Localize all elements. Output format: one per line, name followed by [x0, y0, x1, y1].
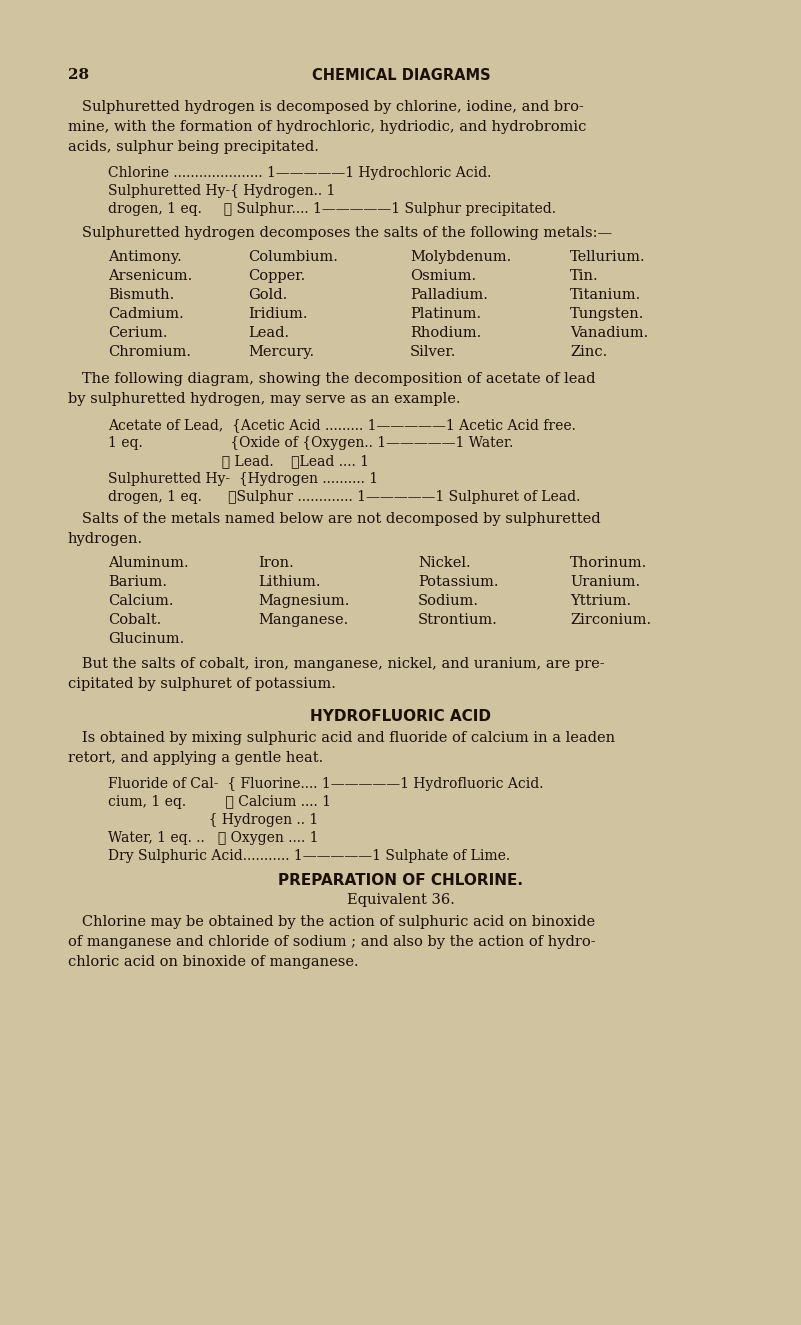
Text: Copper.: Copper. [248, 269, 305, 284]
Text: Aluminum.: Aluminum. [108, 556, 188, 570]
Text: Glucinum.: Glucinum. [108, 632, 184, 647]
Text: Equivalent 36.: Equivalent 36. [347, 893, 455, 908]
Text: Strontium.: Strontium. [418, 613, 498, 627]
Text: The following diagram, showing the decomposition of acetate of lead: The following diagram, showing the decom… [68, 372, 595, 386]
Text: Magnesium.: Magnesium. [258, 594, 349, 608]
Text: Acetate of Lead,  {Acetic Acid ......... 1—————1 Acetic Acid free.: Acetate of Lead, {Acetic Acid ......... … [108, 417, 576, 432]
Text: drogen, 1 eq.     ℓ Sulphur.... 1—————1 Sulphur precipitated.: drogen, 1 eq. ℓ Sulphur.... 1—————1 Sulp… [108, 201, 556, 216]
Text: Rhodium.: Rhodium. [410, 326, 481, 341]
Text: { Hydrogen .. 1: { Hydrogen .. 1 [108, 814, 318, 827]
Text: Tin.: Tin. [570, 269, 598, 284]
Text: HYDROFLUORIC ACID: HYDROFLUORIC ACID [311, 709, 492, 723]
Text: Yttrium.: Yttrium. [570, 594, 631, 608]
Text: hydrogen.: hydrogen. [68, 533, 143, 546]
Text: Chlorine ..................... 1—————1 Hydrochloric Acid.: Chlorine ..................... 1—————1 H… [108, 166, 491, 180]
Text: Chromium.: Chromium. [108, 344, 191, 359]
Text: Cadmium.: Cadmium. [108, 307, 183, 321]
Text: Iron.: Iron. [258, 556, 294, 570]
Text: ℓ Lead.    ℓLead .... 1: ℓ Lead. ℓLead .... 1 [108, 454, 369, 468]
Text: Cerium.: Cerium. [108, 326, 167, 341]
Text: Platinum.: Platinum. [410, 307, 481, 321]
Text: Iridium.: Iridium. [248, 307, 308, 321]
Text: Sulphuretted Hy-{ Hydrogen.. 1: Sulphuretted Hy-{ Hydrogen.. 1 [108, 184, 336, 197]
Text: acids, sulphur being precipitated.: acids, sulphur being precipitated. [68, 140, 319, 154]
Text: 1 eq.                    {Oxide of {Oxygen.. 1—————1 Water.: 1 eq. {Oxide of {Oxygen.. 1—————1 Water. [108, 436, 513, 450]
Text: Mercury.: Mercury. [248, 344, 314, 359]
Text: retort, and applying a gentle heat.: retort, and applying a gentle heat. [68, 751, 324, 765]
Text: Sulphuretted hydrogen is decomposed by chlorine, iodine, and bro-: Sulphuretted hydrogen is decomposed by c… [68, 99, 584, 114]
Text: Manganese.: Manganese. [258, 613, 348, 627]
Text: Dry Sulphuric Acid........... 1—————1 Sulphate of Lime.: Dry Sulphuric Acid........... 1—————1 Su… [108, 849, 510, 863]
Text: Tellurium.: Tellurium. [570, 250, 646, 264]
Text: Thorinum.: Thorinum. [570, 556, 647, 570]
Text: Zinc.: Zinc. [570, 344, 607, 359]
Text: Potassium.: Potassium. [418, 575, 498, 590]
Text: Tungsten.: Tungsten. [570, 307, 644, 321]
Text: Fluoride of Cal-  { Fluorine.... 1—————1 Hydrofluoric Acid.: Fluoride of Cal- { Fluorine.... 1—————1 … [108, 776, 544, 791]
Text: Sodium.: Sodium. [418, 594, 479, 608]
Text: Water, 1 eq. ..   ℓ Oxygen .... 1: Water, 1 eq. .. ℓ Oxygen .... 1 [108, 831, 319, 845]
Text: Osmium.: Osmium. [410, 269, 476, 284]
Text: Zirconium.: Zirconium. [570, 613, 651, 627]
Text: chloric acid on binoxide of manganese.: chloric acid on binoxide of manganese. [68, 955, 359, 969]
Text: Sulphuretted hydrogen decomposes the salts of the following metals:—: Sulphuretted hydrogen decomposes the sal… [68, 227, 612, 240]
Text: Nickel.: Nickel. [418, 556, 471, 570]
Text: Lead.: Lead. [248, 326, 289, 341]
Text: CHEMICAL DIAGRAMS: CHEMICAL DIAGRAMS [312, 68, 490, 83]
Text: of manganese and chloride of sodium ; and also by the action of hydro-: of manganese and chloride of sodium ; an… [68, 935, 596, 949]
Text: Palladium.: Palladium. [410, 288, 488, 302]
Text: 28: 28 [68, 68, 89, 82]
Text: Is obtained by mixing sulphuric acid and fluoride of calcium in a leaden: Is obtained by mixing sulphuric acid and… [68, 731, 615, 745]
Text: Antimony.: Antimony. [108, 250, 182, 264]
Text: Gold.: Gold. [248, 288, 288, 302]
Text: Salts of the metals named below are not decomposed by sulphuretted: Salts of the metals named below are not … [68, 511, 601, 526]
Text: Barium.: Barium. [108, 575, 167, 590]
Text: Molybdenum.: Molybdenum. [410, 250, 511, 264]
Text: cium, 1 eq.         ℓ Calcium .... 1: cium, 1 eq. ℓ Calcium .... 1 [108, 795, 331, 810]
Text: by sulphuretted hydrogen, may serve as an example.: by sulphuretted hydrogen, may serve as a… [68, 392, 461, 405]
Text: cipitated by sulphuret of potassium.: cipitated by sulphuret of potassium. [68, 677, 336, 692]
Text: Titanium.: Titanium. [570, 288, 642, 302]
Text: PREPARATION OF CHLORINE.: PREPARATION OF CHLORINE. [279, 873, 524, 888]
Text: Vanadium.: Vanadium. [570, 326, 648, 341]
Text: Columbium.: Columbium. [248, 250, 338, 264]
Text: Sulphuretted Hy-  {Hydrogen .......... 1: Sulphuretted Hy- {Hydrogen .......... 1 [108, 472, 378, 486]
Text: mine, with the formation of hydrochloric, hydriodic, and hydrobromic: mine, with the formation of hydrochloric… [68, 121, 586, 134]
Text: Uranium.: Uranium. [570, 575, 640, 590]
Text: Calcium.: Calcium. [108, 594, 174, 608]
Text: But the salts of cobalt, iron, manganese, nickel, and uranium, are pre-: But the salts of cobalt, iron, manganese… [68, 657, 605, 670]
Text: Bismuth.: Bismuth. [108, 288, 175, 302]
Text: Lithium.: Lithium. [258, 575, 320, 590]
Text: Chlorine may be obtained by the action of sulphuric acid on binoxide: Chlorine may be obtained by the action o… [68, 916, 595, 929]
Text: Silver.: Silver. [410, 344, 457, 359]
Text: Arsenicum.: Arsenicum. [108, 269, 192, 284]
Text: drogen, 1 eq.      ℓSulphur ............. 1—————1 Sulphuret of Lead.: drogen, 1 eq. ℓSulphur ............. 1——… [108, 490, 581, 504]
Text: Cobalt.: Cobalt. [108, 613, 161, 627]
